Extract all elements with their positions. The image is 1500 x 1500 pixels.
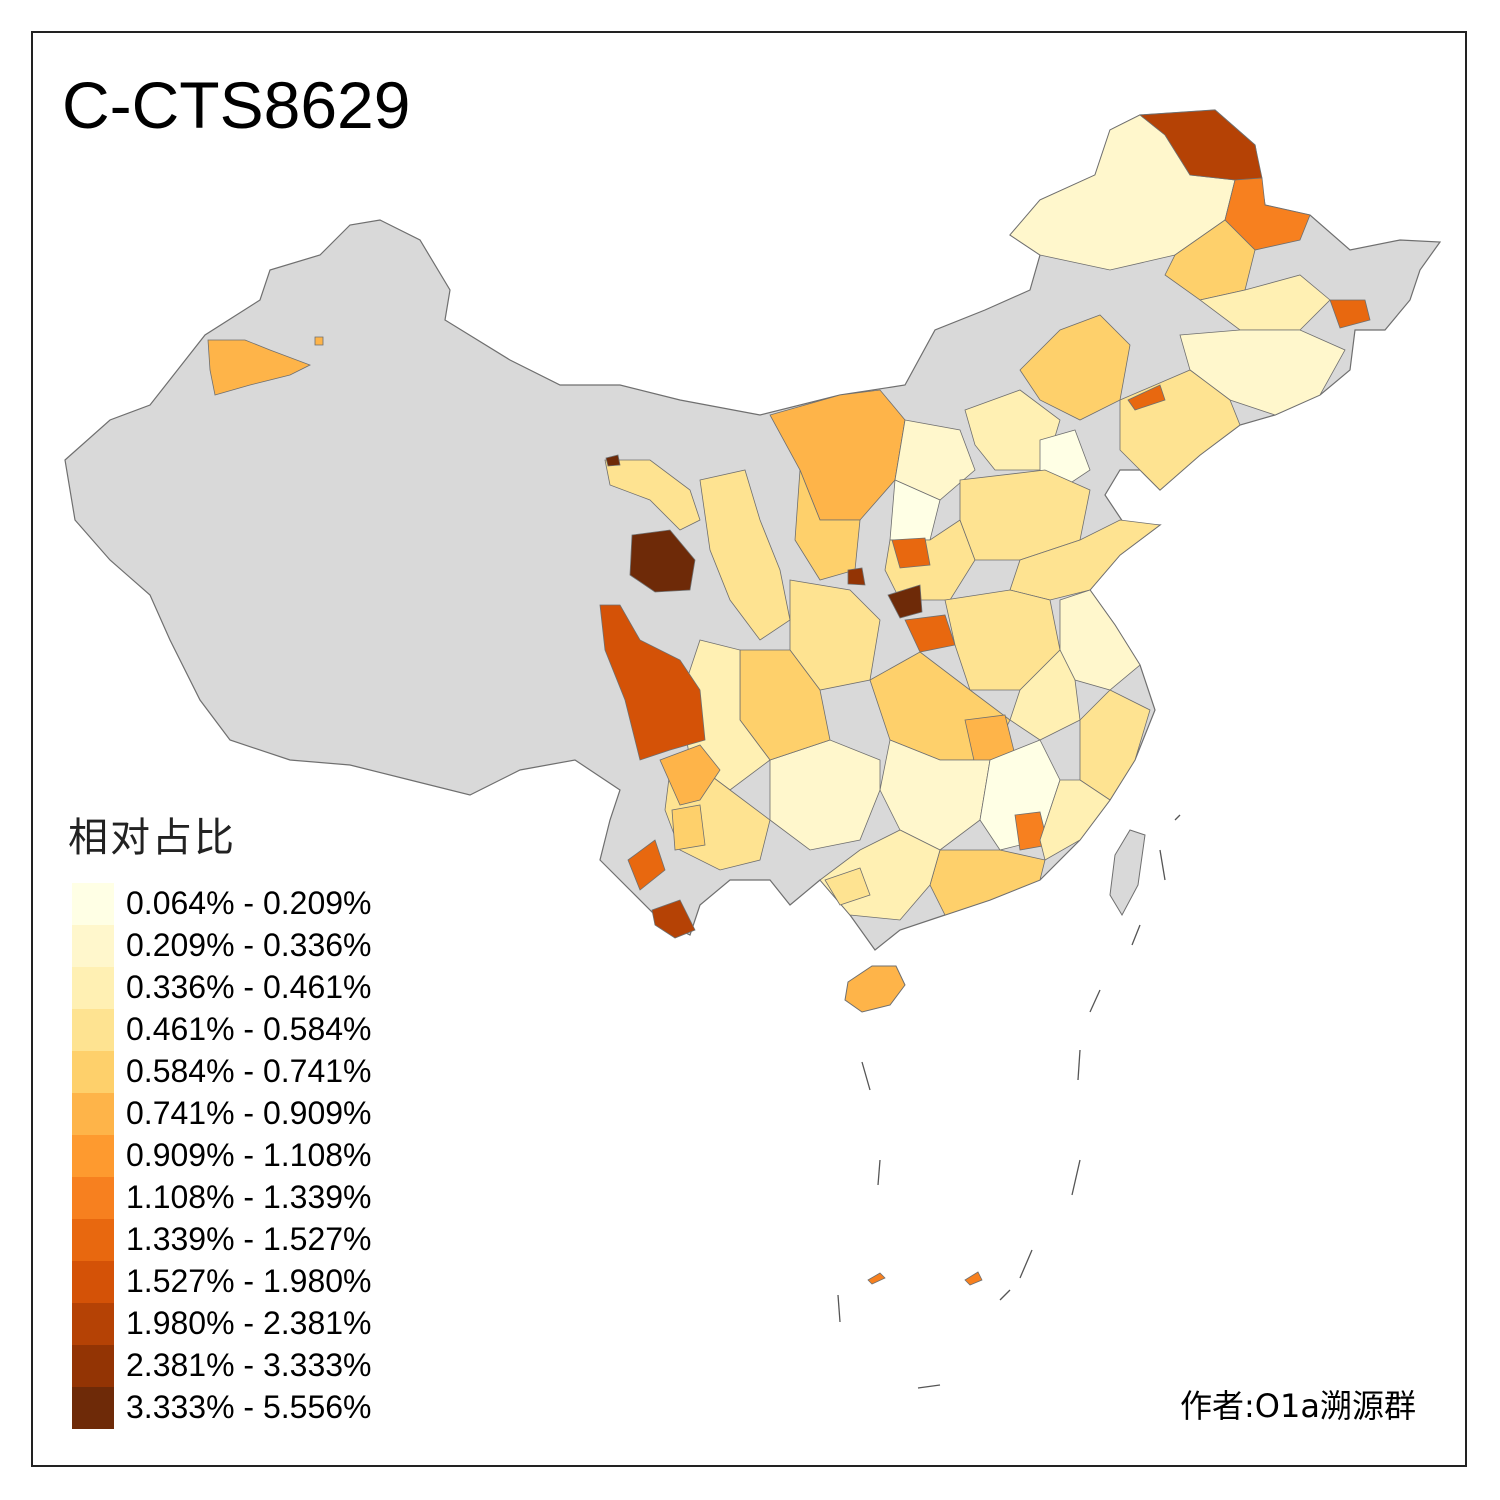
legend-swatch xyxy=(72,1261,114,1303)
legend-label: 1.527% - 1.980% xyxy=(126,1263,372,1299)
region-guizhou xyxy=(769,739,881,851)
legend-item: 1.527% - 1.980% xyxy=(72,1261,432,1303)
legend-label: 1.980% - 2.381% xyxy=(126,1305,372,1341)
legend-label: 2.381% - 3.333% xyxy=(126,1347,372,1383)
region-gansu-east xyxy=(699,469,791,641)
legend-swatch xyxy=(72,1177,114,1219)
legend-swatch xyxy=(72,1219,114,1261)
region-guangdong xyxy=(929,849,1046,916)
region-chaoyang xyxy=(1127,384,1166,411)
region-xinjiang-yili xyxy=(207,339,311,396)
legend-item: 0.461% - 0.584% xyxy=(72,1009,432,1051)
region-yushu-garze xyxy=(599,604,706,761)
legend-title: 相对占比 xyxy=(68,815,236,861)
region-gansu-hexi xyxy=(604,459,701,531)
legend-item: 0.584% - 0.741% xyxy=(72,1051,432,1093)
region-scs-island-2 xyxy=(867,1272,886,1285)
region-taiyuan xyxy=(891,537,931,569)
legend-label: 1.108% - 1.339% xyxy=(126,1179,372,1215)
legend-swatch xyxy=(72,1135,114,1177)
region-dehong xyxy=(627,839,666,891)
region-linfen xyxy=(887,584,923,619)
region-yan-an xyxy=(847,567,866,586)
legend-item: 1.339% - 1.527% xyxy=(72,1219,432,1261)
region-kunming xyxy=(671,804,706,851)
legend: 0.064% - 0.209% 0.209% - 0.336% 0.336% - 0… xyxy=(72,883,432,1429)
legend-swatch xyxy=(72,1303,114,1345)
region-chifeng xyxy=(1019,314,1131,421)
region-fujian xyxy=(1039,779,1111,861)
legend-swatch xyxy=(72,1093,114,1135)
region-mudanjiang xyxy=(1329,299,1371,329)
legend-swatch xyxy=(72,1345,114,1387)
region-hohhot xyxy=(894,419,976,501)
legend-label: 0.584% - 0.741% xyxy=(126,1053,372,1089)
region-hainan xyxy=(844,965,906,1013)
legend-item: 2.381% - 3.333% xyxy=(72,1345,432,1387)
legend-label: 1.339% - 1.527% xyxy=(126,1221,372,1257)
legend-item: 1.980% - 2.381% xyxy=(72,1303,432,1345)
legend-item: 0.336% - 0.461% xyxy=(72,967,432,1009)
region-jiuquan-dot xyxy=(605,454,621,467)
legend-item: 1.108% - 1.339% xyxy=(72,1177,432,1219)
legend-swatch xyxy=(72,1051,114,1093)
region-hunan xyxy=(879,739,991,851)
legend-swatch xyxy=(72,1387,114,1429)
legend-label: 0.461% - 0.584% xyxy=(126,1011,372,1047)
region-nanning xyxy=(824,867,871,906)
map-title: C-CTS8629 xyxy=(62,68,411,142)
legend-label: 3.333% - 5.556% xyxy=(126,1389,372,1425)
map-frame xyxy=(31,31,1467,1467)
legend-item: 0.209% - 0.336% xyxy=(72,925,432,967)
legend-item: 0.909% - 1.108% xyxy=(72,1135,432,1177)
legend-swatch xyxy=(72,883,114,925)
legend-label: 0.336% - 0.461% xyxy=(126,969,372,1005)
legend-label: 0.209% - 0.336% xyxy=(126,927,372,963)
region-qinghai-haixi xyxy=(629,529,696,593)
region-scs-island-1 xyxy=(964,1271,983,1286)
legend-item: 3.333% - 5.556% xyxy=(72,1387,432,1429)
author-credit: 作者:O1a溯源群 xyxy=(1180,1387,1416,1425)
region-taiwan xyxy=(1109,829,1146,917)
legend-item: 0.064% - 0.209% xyxy=(72,883,432,925)
region-diqing xyxy=(659,744,721,806)
legend-label: 0.909% - 1.108% xyxy=(126,1137,372,1173)
legend-swatch xyxy=(72,967,114,1009)
scs-dashed-line xyxy=(837,814,1181,1389)
legend-swatch xyxy=(72,925,114,967)
legend-swatch xyxy=(72,1009,114,1051)
legend-item: 0.741% - 0.909% xyxy=(72,1093,432,1135)
legend-label: 0.741% - 0.909% xyxy=(126,1095,372,1131)
legend-label: 0.064% - 0.209% xyxy=(126,885,372,921)
region-xinjiang-dot xyxy=(314,336,324,346)
region-xishuangbanna xyxy=(651,899,696,939)
